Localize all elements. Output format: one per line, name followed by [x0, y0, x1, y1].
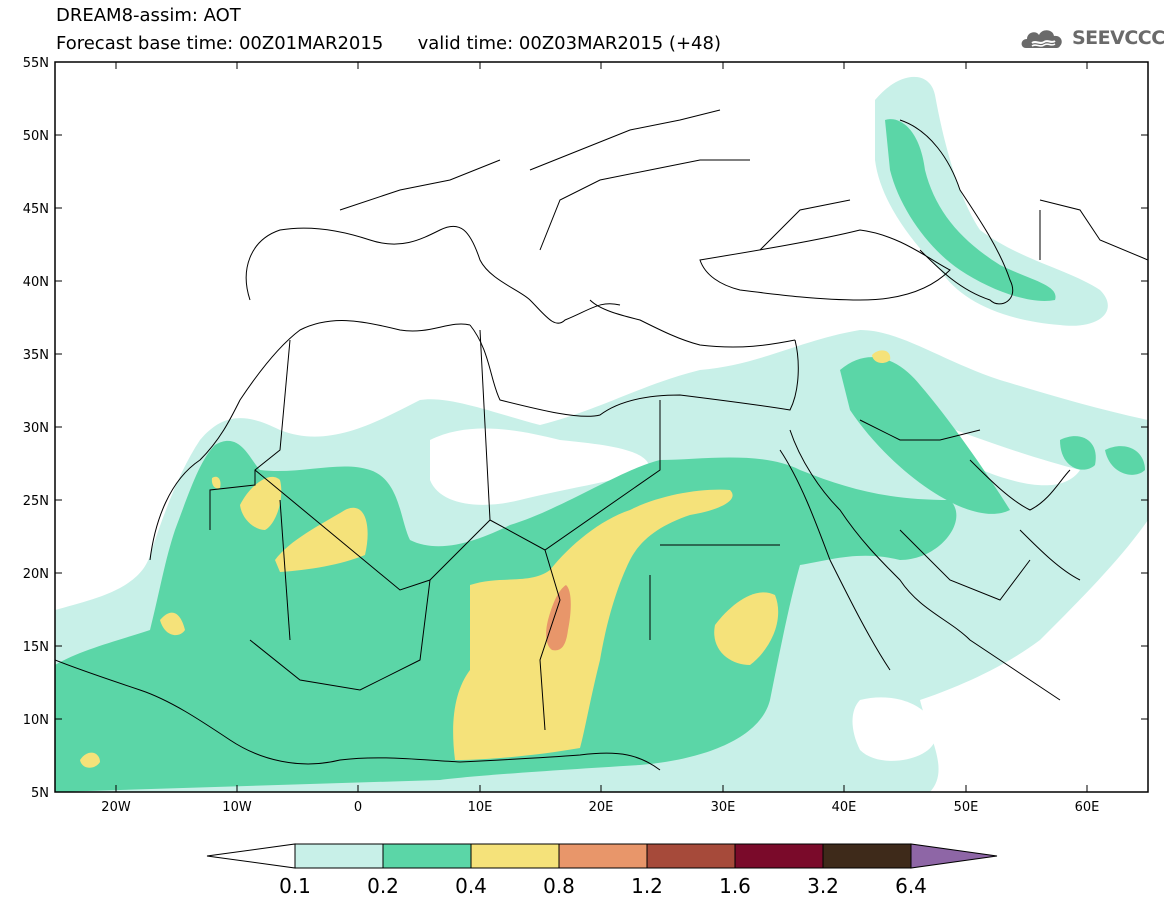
aot-contour-0.8 [546, 585, 571, 651]
seevccc-logo: SEEVCCC [1018, 24, 1165, 52]
lat-tick-label: 10N [23, 713, 49, 728]
lat-tick-label: 30N [23, 421, 49, 436]
valid-time: valid time: 00Z03MAR2015 (+48) [417, 33, 721, 54]
lon-tick-label: 20W [101, 800, 131, 815]
colorbar-segment [734, 843, 824, 869]
colorbar-label: 6.4 [895, 874, 927, 898]
colorbar-low-arrow [206, 843, 296, 869]
colorbar-segment [382, 843, 472, 869]
lon-tick-label: 0 [354, 800, 362, 815]
colorbar-label: 1.2 [631, 874, 663, 898]
lon-tick-label: 30E [711, 800, 736, 815]
lat-tick-label: 45N [23, 202, 49, 217]
lat-tick-label: 35N [23, 348, 49, 363]
colorbar-label: 0.2 [367, 874, 399, 898]
lon-tick-label: 50E [954, 800, 979, 815]
lat-tick-label: 5N [31, 786, 49, 801]
lon-axis: 20W 10W 0 10E 20E 30E 40E 50E 60E [101, 62, 1099, 815]
aot-field [55, 76, 1148, 792]
colorbar-segment [294, 843, 384, 869]
coastlines [55, 119, 1081, 771]
aot-contour-0.4 [80, 350, 891, 768]
lat-tick-label: 20N [23, 567, 49, 582]
colorbar: 0.1 0.2 0.4 0.8 1.2 1.6 3.2 6.4 [206, 843, 998, 898]
lon-tick-label: 10E [468, 800, 493, 815]
colorbar-label: 0.1 [279, 874, 311, 898]
colorbar-label: 3.2 [807, 874, 839, 898]
colorbar-segment [646, 843, 736, 869]
time-info: Forecast base time: 00Z01MAR2015 valid t… [56, 34, 721, 54]
colorbar-label: 0.8 [543, 874, 575, 898]
lat-tick-label: 55N [23, 56, 49, 71]
lon-tick-label: 10W [222, 800, 252, 815]
lon-tick-label: 60E [1075, 800, 1100, 815]
base-time: Forecast base time: 00Z01MAR2015 [56, 33, 384, 54]
chart-title: DREAM8-assim: AOT [56, 5, 241, 26]
lat-tick-label: 25N [23, 494, 49, 509]
colorbar-label: 0.4 [455, 874, 487, 898]
colorbar-segment [470, 843, 560, 869]
colorbar-segment [822, 843, 912, 869]
borders [209, 109, 1148, 731]
lon-tick-label: 40E [832, 800, 857, 815]
colorbar-label: 1.6 [719, 874, 751, 898]
lat-tick-label: 15N [23, 640, 49, 655]
lon-tick-label: 20E [589, 800, 614, 815]
lat-tick-label: 50N [23, 129, 49, 144]
colorbar-segment [558, 843, 648, 869]
cloud-logo-icon [1021, 30, 1062, 48]
lat-axis: 55N 50N 45N 40N 35N 30N 25N 20N 15N 10N … [23, 56, 1148, 801]
lat-tick-label: 40N [23, 275, 49, 290]
colorbar-high-arrow [910, 843, 998, 869]
logo-text: SEEVCCC [1072, 27, 1165, 49]
